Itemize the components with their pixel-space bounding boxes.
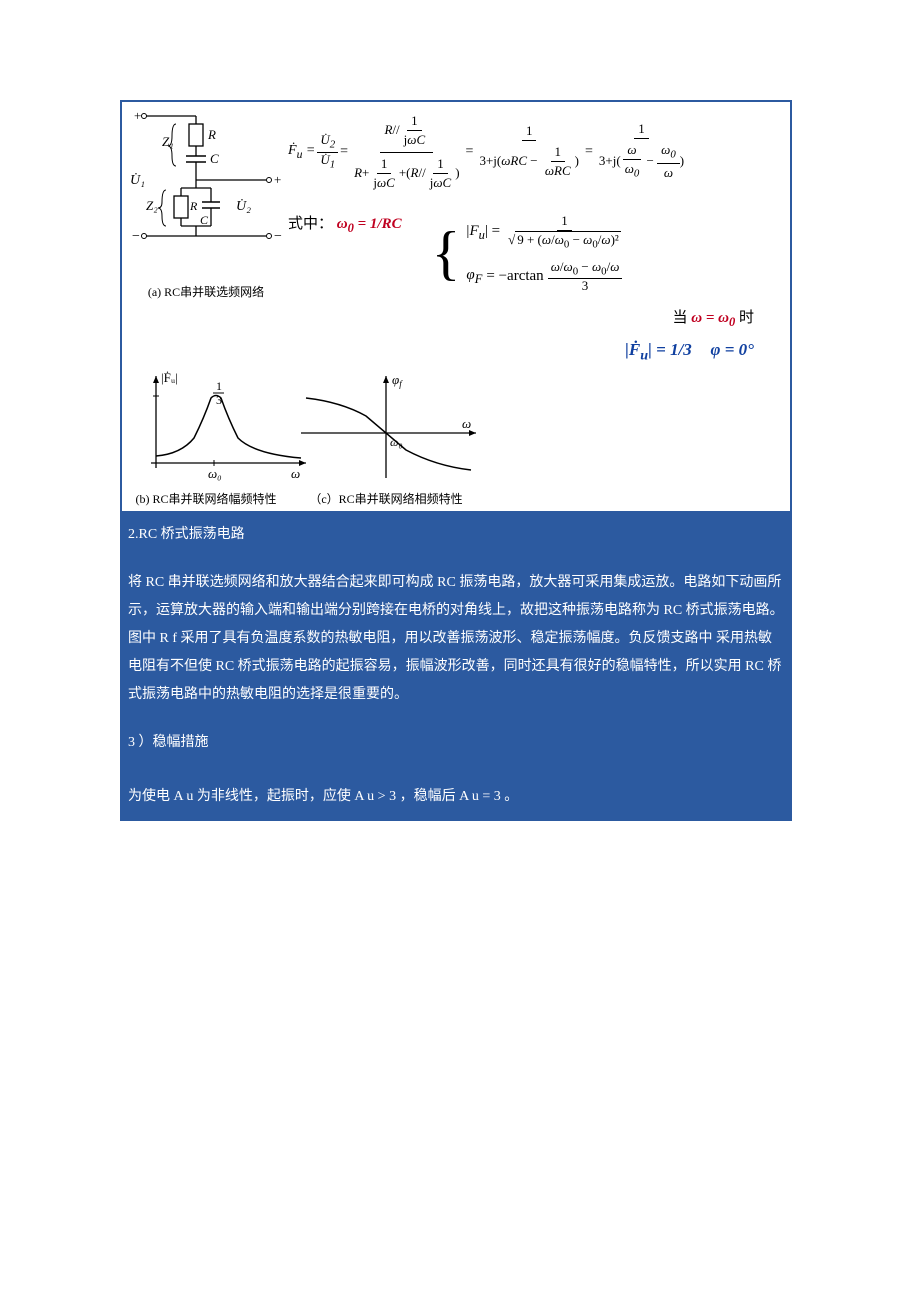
- figure-block: + R C + Z₁: [120, 100, 792, 511]
- section-2-body: 将 RC 串并联选频网络和放大器结合起来即可构成 RC 振荡电路，放大器可采用集…: [128, 569, 784, 709]
- label-R1: R: [207, 127, 216, 142]
- label-R2: R: [189, 199, 198, 213]
- label-U1: U̇₁: [130, 172, 145, 188]
- formula-cell: Ḟu = U̇2U̇1 = R//1jωC R+1jωC+(R//1jωC) …: [286, 106, 786, 368]
- amp-peak-num: 1: [216, 379, 222, 393]
- label-C2: C: [200, 213, 209, 227]
- phase-plot-cell: φf ω₀ ω （c）RC串并联网络相频特性: [286, 368, 786, 507]
- plus-out: +: [274, 172, 281, 187]
- section-3-body: 为使电 A u 为非线性，起振时，应使 A u > 3 ，稳幅后 A u = 3…: [128, 783, 784, 811]
- label-Z2: Z₂: [146, 198, 158, 213]
- amp-ylabel: |Ḟᵤ|: [161, 370, 178, 385]
- phase-xlabel: ω: [462, 416, 471, 431]
- section-3-heading: 3 ）稳幅措施: [128, 729, 784, 757]
- omega0-prefix: 式中：: [288, 216, 333, 232]
- phase-xtick: ω₀: [390, 435, 403, 449]
- minus-l: −: [132, 229, 140, 244]
- section-2-body-block: 将 RC 串并联选频网络和放大器结合起来即可构成 RC 振荡电路，放大器可采用集…: [120, 565, 792, 719]
- transfer-function: Ḟu = U̇2U̇1 = R//1jωC R+1jωC+(R//1jωC) …: [288, 110, 784, 194]
- circuit-caption: (a) RC串并联选频网络: [126, 283, 286, 300]
- circuit-svg: + R C + Z₁: [126, 106, 286, 276]
- at-omega0: 当 ω = ω0 时 |Ḟu| = 1/3 φ = 0°: [288, 306, 784, 364]
- section-3: 3 ）稳幅措施: [120, 719, 792, 773]
- amp-xtick: ω₀: [208, 466, 222, 481]
- label-C1: C: [210, 151, 219, 166]
- cond-suffix: 时: [735, 310, 754, 326]
- cond-prefix: 当: [672, 310, 691, 326]
- section-2: 2.RC 桥式振荡电路: [120, 511, 792, 565]
- section-2-heading: 2.RC 桥式振荡电路: [128, 521, 784, 549]
- section-3-body-block: 为使电 A u 为非线性，起振时，应使 A u > 3 ，稳幅后 A u = 3…: [120, 773, 792, 821]
- omega0-expr: ω0 = 1/RC: [337, 216, 402, 232]
- label-U2: U̇₂: [236, 198, 251, 214]
- page-container: + R C + Z₁: [0, 0, 920, 821]
- phase-ylabel: φf: [392, 372, 403, 389]
- amplitude-plot-cell: |Ḟᵤ| 1 3 ω₀ ω (b) RC串并联网络幅频特性: [126, 368, 286, 507]
- minus-r: −: [274, 229, 282, 244]
- omega0-def: 式中： ω0 = 1/RC: [288, 212, 402, 236]
- phase-svg: φf ω₀ ω: [286, 368, 486, 483]
- plus-top: +: [134, 108, 141, 123]
- amp-caption: (b) RC串并联网络幅频特性: [126, 490, 286, 507]
- phase-caption: （c）RC串并联网络相频特性: [286, 490, 486, 507]
- mag-phase-system: { |Fu| = 1√9 + (ω/ω0 − ω0/ω)² φF = −arct…: [432, 212, 625, 294]
- circuit-diagram-cell: + R C + Z₁: [126, 106, 286, 368]
